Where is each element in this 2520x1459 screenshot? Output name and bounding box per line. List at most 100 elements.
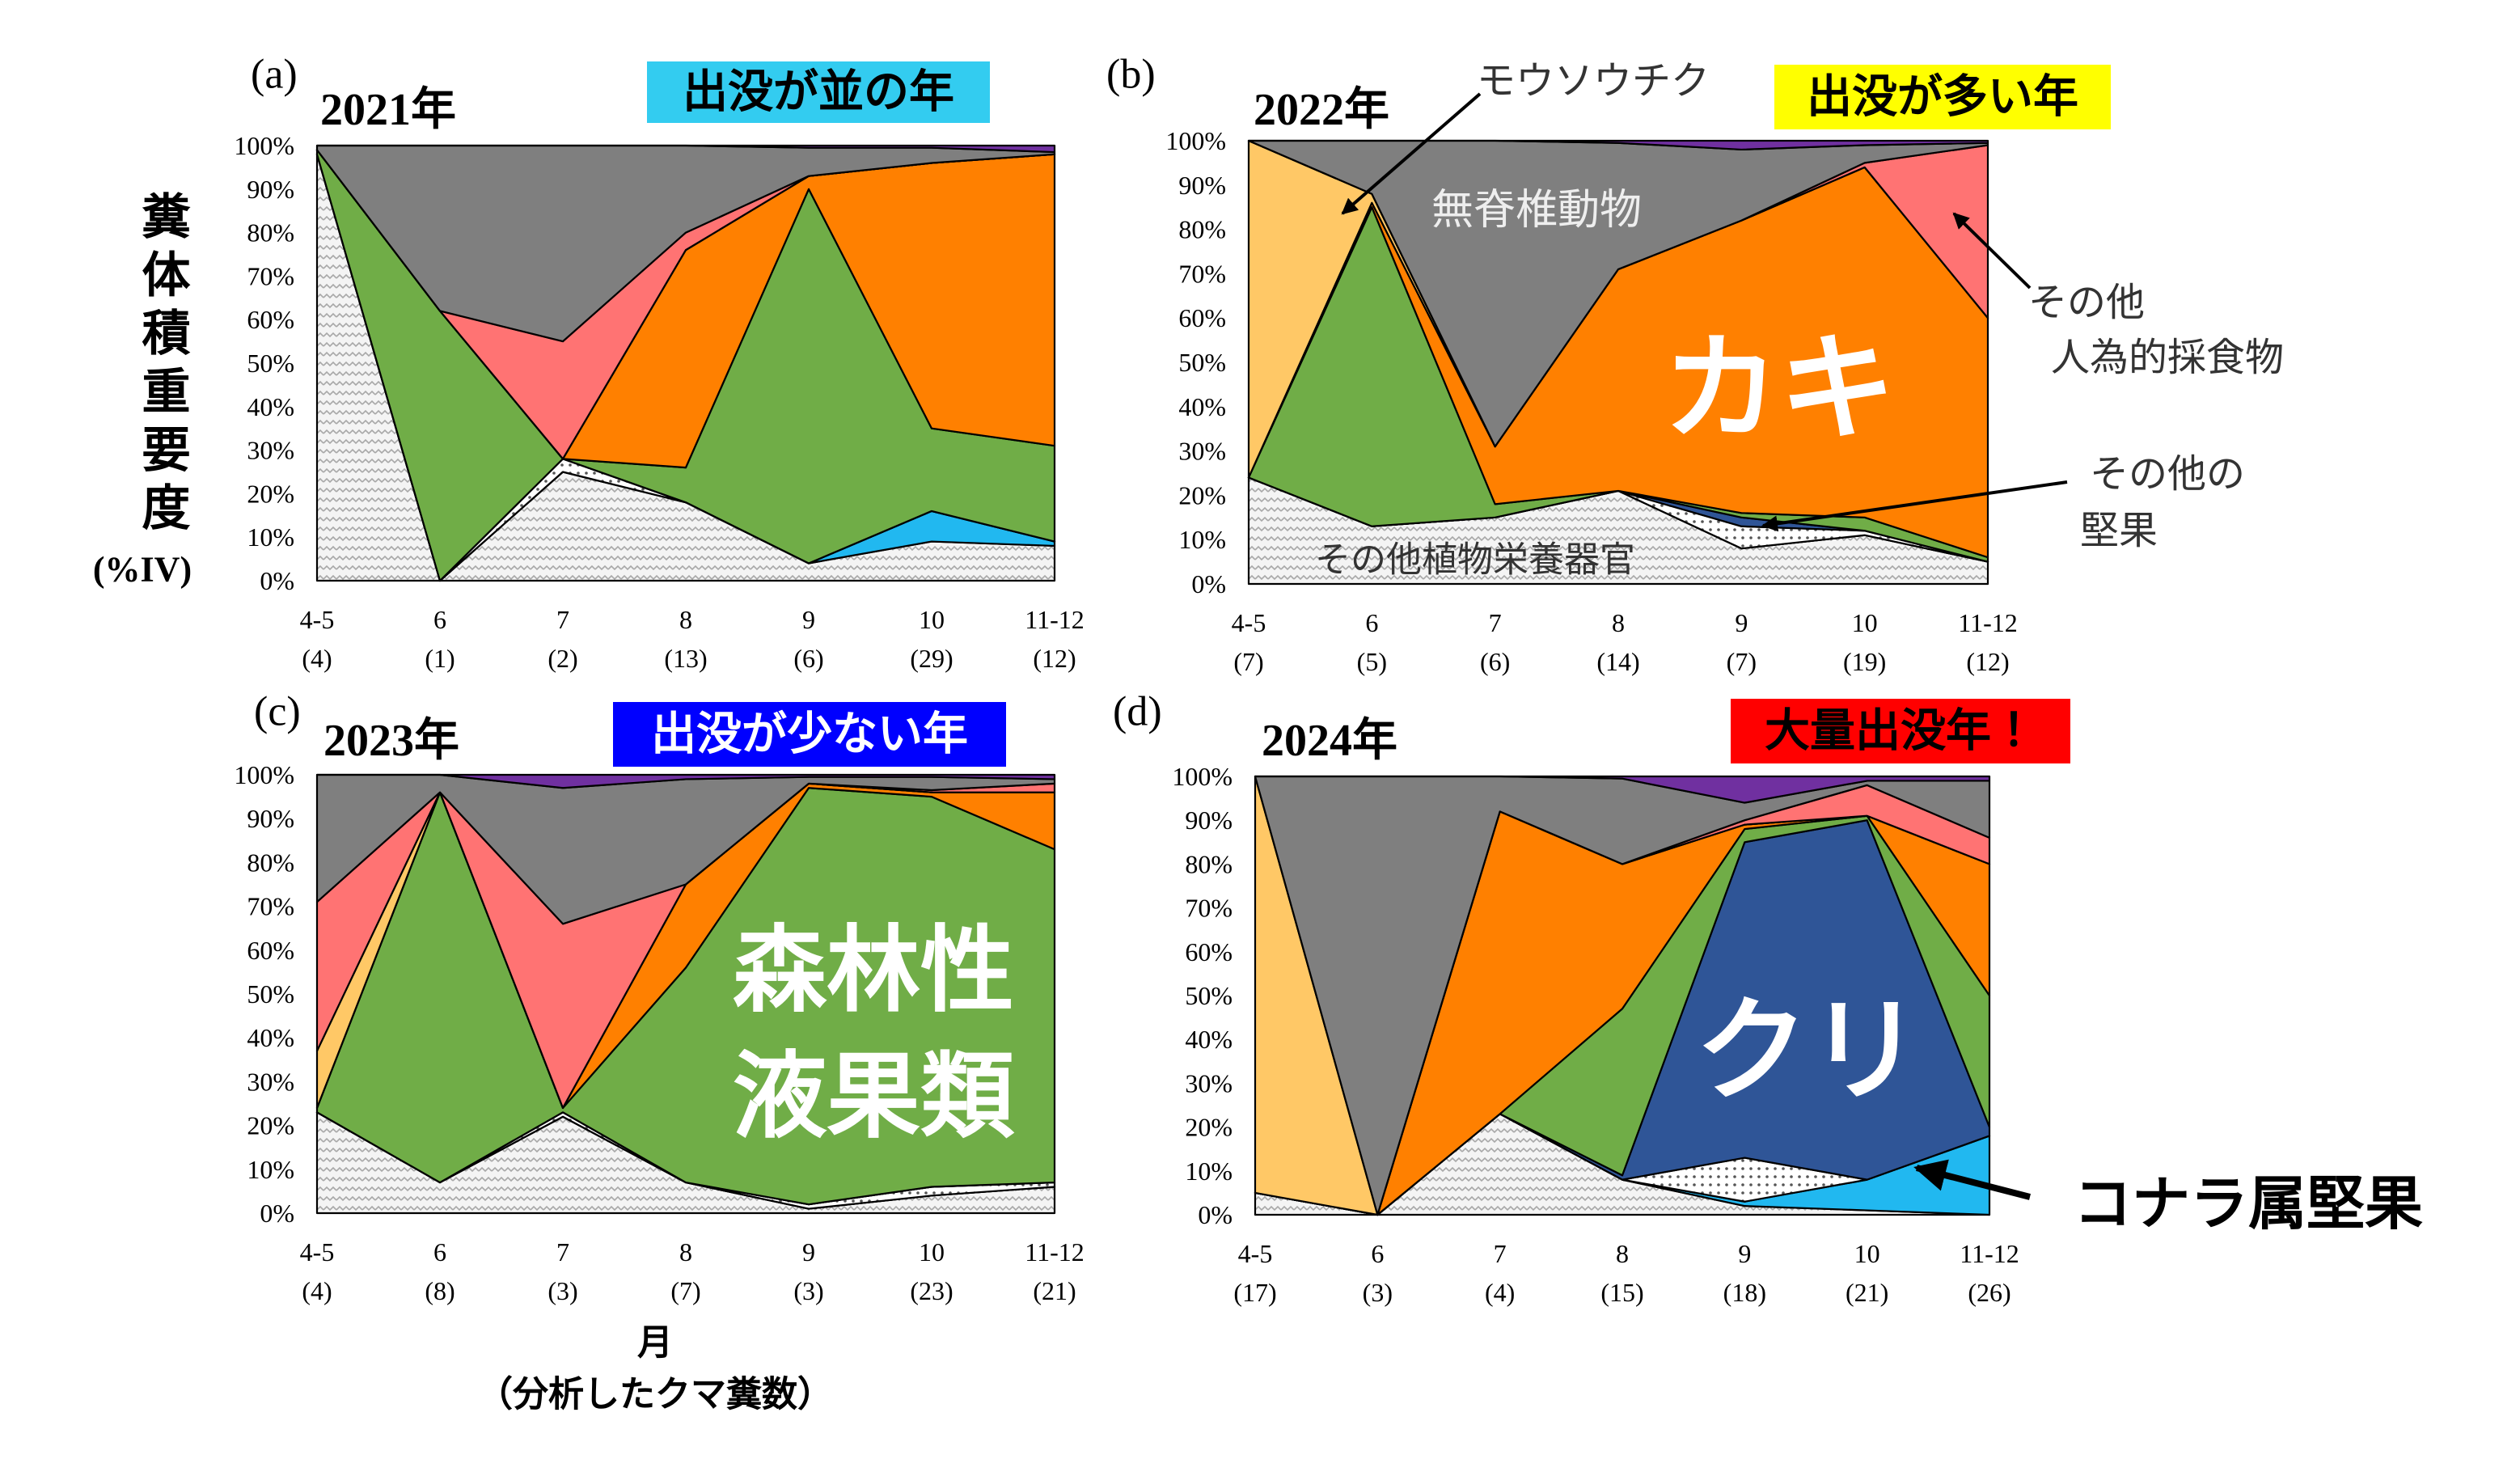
y-tick-label: 10% (1185, 1157, 1233, 1186)
x-tick-label: 7 (1489, 608, 1502, 637)
x-tick-count: (2) (548, 644, 577, 673)
y-tick-label: 30% (247, 1067, 294, 1096)
x-tick-count: (1) (425, 644, 455, 673)
x-tick-label: 6 (1371, 1239, 1384, 1268)
area-segment (1254, 775, 1991, 804)
annotation: コナラ属堅果 (2074, 1169, 2423, 1237)
x-tick-label: 10 (1852, 608, 1878, 637)
x-tick-count: (3) (548, 1276, 577, 1305)
x-axis-sublabel: （分析したクマ糞数） (477, 1374, 833, 1415)
y-tick-label: 40% (247, 392, 294, 421)
y-tick-label: 20% (1178, 480, 1226, 510)
badge-text: 出没が多い年 (1807, 71, 2078, 124)
badge-box (1774, 65, 2111, 129)
x-tick-label: 8 (679, 1237, 692, 1267)
x-tick-label: 9 (1735, 608, 1748, 637)
y-tick-label: 50% (1185, 981, 1233, 1010)
y-axis-unit: (%IV) (93, 550, 192, 590)
x-tick-label: 11-12 (1025, 1237, 1084, 1267)
x-tick-count: (5) (1357, 647, 1387, 676)
x-tick-count: (26) (1968, 1278, 2011, 1307)
x-tick-count: (3) (1363, 1278, 1393, 1307)
y-axis-label: 糞体積重要度 (133, 191, 190, 540)
annotation: 人為的採食物 (2051, 335, 2284, 380)
x-tick-label: 8 (1612, 608, 1625, 637)
annotation-arrow (1913, 1159, 2031, 1200)
x-tick-count: (4) (302, 644, 332, 673)
y-tick-label: 50% (247, 979, 294, 1009)
x-tick-label: 10 (919, 605, 945, 634)
x-tick-label: 7 (556, 1237, 569, 1267)
x-tick-label: 4-5 (1238, 1239, 1273, 1268)
y-tick-label: 10% (1178, 525, 1226, 554)
annotation: クリ (1695, 986, 1922, 1118)
y-tick-label: 40% (1185, 1025, 1233, 1054)
badge-box (613, 702, 1006, 767)
area-segment (1247, 139, 1989, 151)
area-segment (315, 773, 1056, 789)
y-tick-label: 0% (1198, 1200, 1233, 1229)
x-tick-count: (12) (1033, 644, 1076, 673)
y-tick-label: 80% (1178, 215, 1226, 244)
y-tick-label: 30% (1185, 1068, 1233, 1097)
panel-label: (b) (1106, 52, 1156, 98)
x-tick-label: 9 (1738, 1239, 1751, 1268)
chart-title: 2022年 (1254, 85, 1389, 135)
x-tick-label: 4-5 (1232, 608, 1266, 637)
area-segment (315, 144, 1056, 154)
x-tick-count: (3) (793, 1276, 823, 1305)
x-tick-count: (19) (1843, 647, 1886, 676)
x-tick-count: (21) (1846, 1278, 1888, 1307)
x-tick-count: (8) (425, 1276, 455, 1305)
x-tick-label: 11-12 (1025, 605, 1084, 634)
panel-label: (c) (254, 689, 301, 735)
y-tick-label: 0% (1191, 569, 1226, 598)
x-tick-count: (4) (302, 1276, 332, 1305)
y-tick-label: 0% (260, 566, 294, 595)
y-tick-label: 80% (247, 848, 294, 877)
x-tick-count: (6) (1480, 647, 1510, 676)
y-tick-label: 100% (1172, 762, 1233, 791)
chart-title: 2021年 (320, 85, 456, 135)
x-tick-count: (12) (1966, 647, 2009, 676)
annotation-arrow (1761, 480, 2068, 532)
x-tick-label: 7 (556, 605, 569, 634)
annotation: 堅果 (2080, 508, 2158, 553)
x-tick-label: 11-12 (1958, 608, 2017, 637)
y-tick-label: 70% (247, 261, 294, 290)
y-tick-label: 90% (247, 175, 294, 204)
y-tick-label: 80% (247, 218, 294, 247)
y-tick-label: 30% (247, 436, 294, 465)
x-tick-count: (6) (793, 644, 823, 673)
x-tick-count: (15) (1600, 1278, 1643, 1307)
y-tick-label: 100% (234, 131, 294, 160)
y-tick-label: 60% (247, 305, 294, 334)
y-tick-label: 10% (247, 522, 294, 552)
annotation: カキ (1663, 320, 1896, 456)
chart-title: 2023年 (323, 716, 459, 766)
y-tick-label: 60% (1185, 937, 1233, 966)
x-tick-label: 10 (919, 1237, 945, 1267)
y-tick-label: 40% (1178, 392, 1226, 421)
y-tick-label: 100% (1165, 126, 1226, 155)
x-tick-label: 6 (433, 1237, 446, 1267)
y-tick-label: 70% (1178, 259, 1226, 288)
x-tick-count: (14) (1596, 647, 1639, 676)
annotation: その他の (2090, 451, 2245, 497)
x-tick-label: 7 (1494, 1239, 1507, 1268)
y-tick-label: 60% (247, 936, 294, 965)
badge-text: 大量出没年！ (1765, 705, 2036, 758)
x-tick-count: (21) (1033, 1276, 1076, 1305)
x-tick-count: (29) (910, 644, 953, 673)
y-tick-label: 40% (247, 1023, 294, 1052)
y-tick-label: 30% (1178, 437, 1226, 466)
badge-box (647, 61, 990, 123)
y-tick-label: 20% (247, 479, 294, 508)
x-tick-count: (7) (670, 1276, 700, 1305)
badge-box (1731, 699, 2070, 763)
chart-title: 2024年 (1262, 716, 1397, 766)
badge-text: 出没が並の年 (683, 66, 954, 119)
x-tick-label: 6 (433, 605, 446, 634)
annotation: 無脊椎動物 (1431, 186, 1642, 235)
